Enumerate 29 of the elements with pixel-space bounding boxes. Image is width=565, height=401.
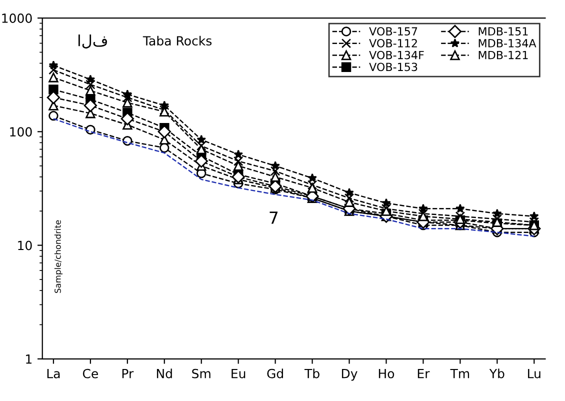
x-tick-label: Nd (156, 368, 172, 378)
annotation: 7 (270, 212, 278, 224)
x-tick-label: Sm (192, 368, 210, 378)
x-tick-label: Pr (122, 369, 134, 378)
x-tick-label: Er (418, 369, 430, 378)
y-tick-label: 1000 (2, 14, 32, 23)
legend-label: VOB-153 (369, 62, 418, 72)
legend-label: VOB-157 (369, 27, 418, 36)
y-axis-title: Sample/chondrite (54, 220, 62, 293)
legend-label: VOB-134F (369, 50, 424, 60)
x-tick-label: La (47, 369, 60, 378)
x-tick-label: Eu (232, 369, 246, 378)
y-tick-label: 10 (18, 240, 32, 250)
y-tick-label: 100 (10, 127, 32, 137)
x-tick-label: Tb (304, 368, 320, 378)
x-tick-label: Ce (82, 368, 98, 378)
legend-label: VOB-112 (369, 38, 417, 48)
annotation: الف (78, 34, 107, 48)
x-tick-label: Lu (528, 369, 540, 378)
y-tick-label: 1 (26, 354, 32, 364)
x-tick-label: Dy (342, 369, 358, 381)
legend-label: MDB-134A (478, 38, 536, 48)
x-tick-label: Tm (450, 369, 470, 378)
text: Taba Rocks (142, 36, 212, 46)
x-tick-label: Ho (378, 369, 394, 378)
x-tick-label: Yb (489, 368, 504, 378)
legend-label: MDB-151 (478, 27, 528, 36)
x-tick-label: Gd (267, 368, 283, 378)
legend-label: MDB-121 (478, 50, 528, 60)
